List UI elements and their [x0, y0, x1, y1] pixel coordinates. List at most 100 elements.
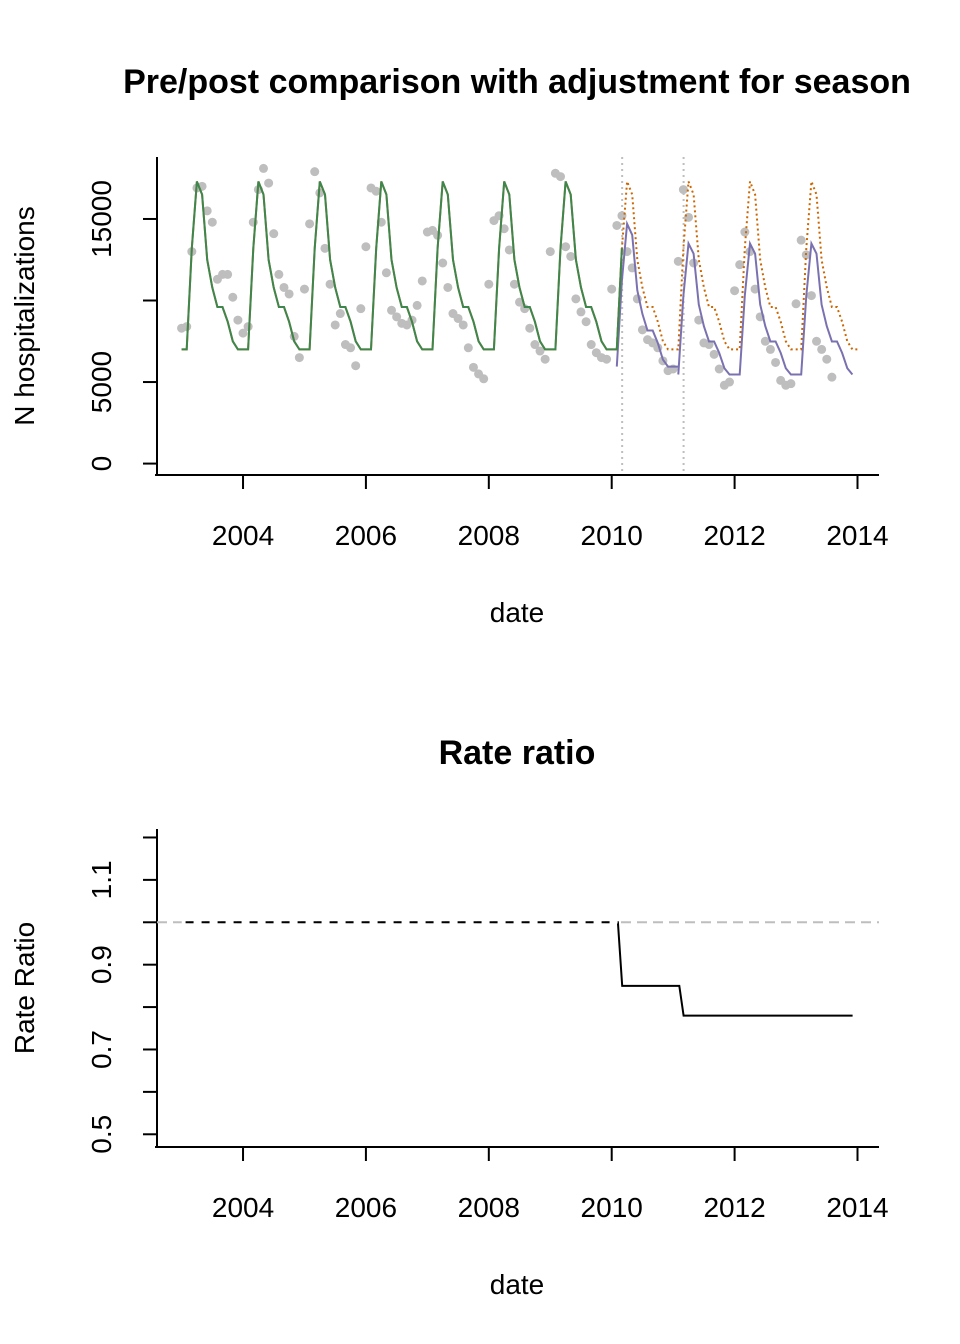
observed-point	[228, 292, 238, 302]
observed-point	[243, 322, 253, 332]
x-tick-label: 2010	[581, 520, 643, 551]
observed-point	[786, 379, 796, 389]
observed-point	[735, 260, 745, 270]
observed-point	[771, 357, 781, 367]
x-tick-label: 2014	[826, 1192, 888, 1223]
observed-point	[223, 269, 233, 279]
observed-point	[299, 284, 309, 294]
observed-point	[556, 172, 566, 182]
rate-ratio-line	[181, 921, 853, 1017]
observed-point	[509, 279, 519, 289]
x-tick-label: 2012	[703, 1192, 765, 1223]
observed-point	[371, 186, 381, 196]
observed-point	[581, 317, 591, 327]
observed-point	[571, 294, 581, 304]
observed-point	[607, 284, 617, 294]
observed-point	[499, 224, 509, 234]
observed-point	[791, 299, 801, 309]
observed-point	[530, 340, 540, 350]
observed-point	[468, 362, 478, 372]
x-tick-label: 2006	[335, 1192, 397, 1223]
observed-point	[561, 242, 571, 252]
observed-point	[637, 325, 647, 335]
observed-point	[233, 315, 243, 325]
hospitalizations-chart: Pre/post comparison with adjustment for …	[9, 63, 911, 628]
observed-point	[765, 344, 775, 354]
y-axis-label: Rate Ratio	[9, 922, 40, 1054]
y-tick-label: 0.7	[86, 1030, 117, 1069]
observed-point	[305, 219, 315, 229]
observed-point	[586, 340, 596, 350]
observed-point	[812, 336, 822, 346]
rate-ratio-chart: Rate ratio 2004 2006 2008 2010 2012 2014 0.5 0.7…	[9, 734, 889, 1300]
y-tick-label: 15000	[86, 180, 117, 258]
observed-point	[269, 229, 279, 239]
y-tick-label: 1.1	[86, 860, 117, 899]
observed-point	[356, 304, 366, 314]
x-tick-label: 2008	[458, 520, 520, 551]
observed-point	[760, 336, 770, 346]
observed-point	[417, 276, 427, 286]
x-tick-label: 2010	[581, 1192, 643, 1223]
observed-point	[202, 206, 212, 216]
observed-point	[678, 185, 688, 195]
observed-point	[438, 258, 448, 268]
x-tick-label: 2004	[212, 1192, 274, 1223]
observed-point	[412, 300, 422, 310]
x-tick-label: 2014	[826, 520, 888, 551]
x-axis-label: date	[490, 1269, 545, 1300]
observed-point	[535, 346, 545, 356]
post-intervention-fit-line	[677, 239, 854, 376]
observed-point	[504, 245, 514, 255]
chart-title: Rate ratio	[439, 734, 596, 772]
observed-point	[730, 286, 740, 296]
x-axis-label: date	[490, 597, 545, 628]
observed-point	[566, 251, 576, 261]
observed-point	[320, 243, 330, 253]
observed-point	[540, 354, 550, 364]
observed-point	[284, 289, 294, 299]
observed-point	[817, 344, 827, 354]
observed-point	[351, 361, 361, 371]
observed-point	[310, 167, 320, 177]
observed-point	[740, 227, 750, 237]
observed-point	[264, 178, 274, 188]
observed-point	[724, 377, 734, 387]
observed-point	[453, 313, 463, 323]
x-tick-label: 2004	[212, 520, 274, 551]
x-tick-label: 2006	[335, 520, 397, 551]
y-tick-label: 0.5	[86, 1115, 117, 1154]
observed-point	[576, 307, 586, 317]
observed-point	[463, 343, 473, 353]
observed-point	[479, 374, 489, 384]
observed-point	[806, 291, 816, 301]
post-intervention-fit-line	[615, 219, 679, 368]
observed-point	[458, 320, 468, 330]
counterfactual-line	[615, 181, 858, 351]
observed-point	[381, 268, 391, 278]
observed-point	[238, 328, 248, 338]
x-tick-label: 2012	[703, 520, 765, 551]
observed-point	[330, 320, 340, 330]
observed-point	[387, 305, 397, 315]
y-axis-label: N hospitalizations	[9, 206, 40, 425]
observed-point	[443, 282, 453, 292]
observed-point	[709, 349, 719, 359]
observed-point	[525, 323, 535, 333]
observed-point	[602, 354, 612, 364]
y-tick-label: 5000	[86, 351, 117, 413]
observed-point	[673, 256, 683, 266]
observed-point	[335, 309, 345, 319]
observed-point	[279, 282, 289, 292]
observed-point	[392, 312, 402, 322]
y-tick-label: 0	[86, 456, 117, 472]
observed-point	[827, 372, 837, 382]
observed-point	[274, 269, 284, 279]
observed-point	[714, 364, 724, 374]
observed-point	[822, 354, 832, 364]
observed-point	[484, 279, 494, 289]
y-tick-label: 0.9	[86, 945, 117, 984]
observed-point	[612, 220, 622, 230]
observed-point	[361, 242, 371, 252]
